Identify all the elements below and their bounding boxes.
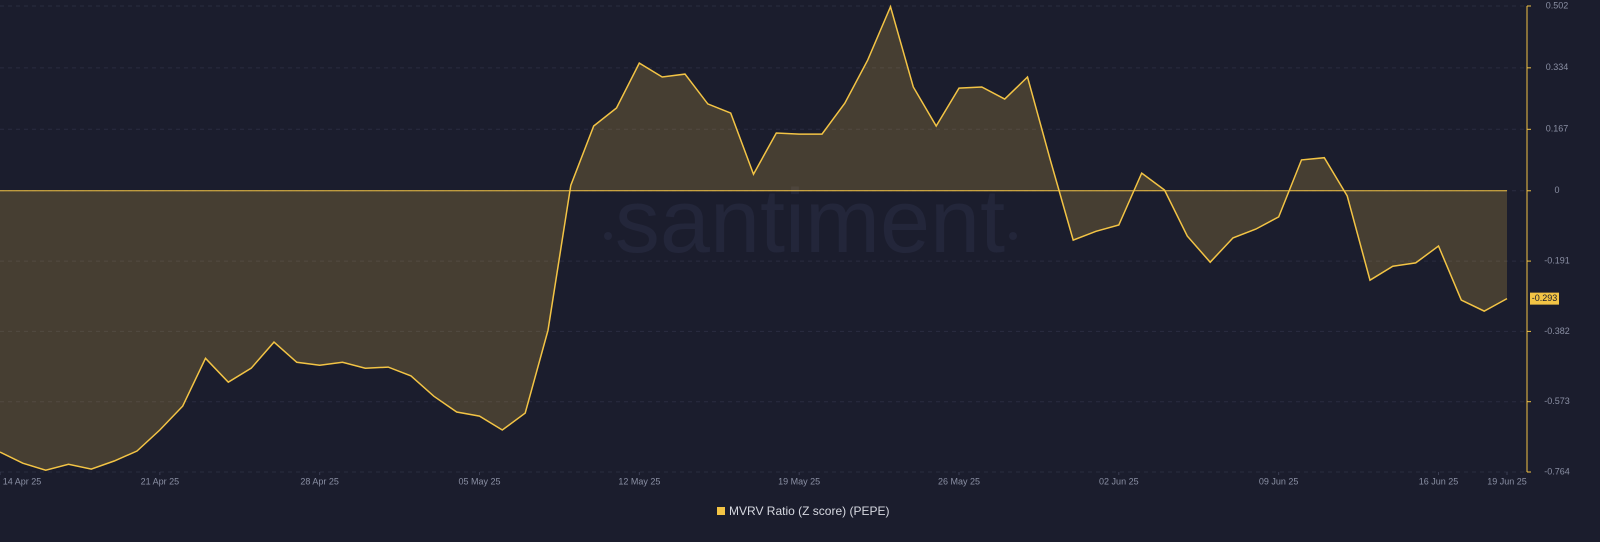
x-tick-label: 02 Jun 25 — [1099, 476, 1139, 486]
legend-label: MVRV Ratio (Z score) (PEPE) — [729, 504, 889, 518]
y-tick-label: 0.334 — [1546, 62, 1569, 72]
x-tick-label: 28 Apr 25 — [300, 476, 339, 486]
y-tick-label: 0 — [1554, 185, 1559, 195]
area — [0, 6, 1507, 471]
y-tick-label: 0.167 — [1546, 124, 1569, 134]
y-tick-label: 0.502 — [1546, 0, 1569, 10]
x-tick-label: 19 May 25 — [778, 476, 820, 486]
y-tick-label: -0.573 — [1544, 396, 1570, 406]
x-tick-label: 09 Jun 25 — [1259, 476, 1299, 486]
watermark-dot — [604, 232, 612, 240]
x-tick-label: 19 Jun 25 — [1487, 476, 1527, 486]
x-tick-label: 16 Jun 25 — [1419, 476, 1459, 486]
last-value-label: -0.293 — [1532, 293, 1558, 303]
line — [0, 4, 1508, 471]
x-tick-label: 05 May 25 — [458, 476, 500, 486]
legend-swatch — [717, 507, 725, 515]
y-tick-label: -0.764 — [1544, 466, 1570, 476]
watermark: santiment — [615, 172, 1005, 272]
x-tick-label: 21 Apr 25 — [141, 476, 180, 486]
watermark-dot — [1009, 232, 1017, 240]
x-tick-label: 12 May 25 — [618, 476, 660, 486]
x-tick-label: 14 Apr 25 — [3, 476, 42, 486]
y-tick-label: -0.191 — [1544, 255, 1570, 265]
x-tick-label: 26 May 25 — [938, 476, 980, 486]
last-value-badge — [1530, 292, 1559, 305]
y-tick-label: -0.382 — [1544, 326, 1570, 336]
